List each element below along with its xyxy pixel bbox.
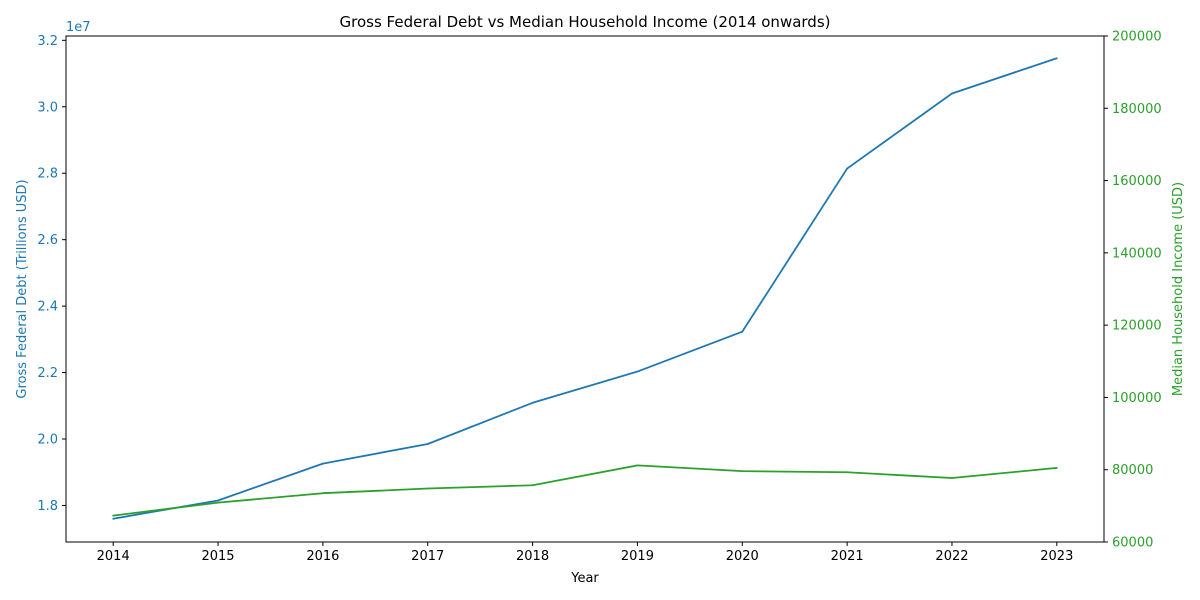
debt-data-point — [321, 462, 324, 465]
x-tick-label: 2014 — [97, 549, 130, 564]
debt-data-point — [531, 401, 534, 404]
y-left-axis-label: Gross Federal Debt (Trillions USD) — [15, 179, 30, 398]
plot-background — [66, 36, 1104, 542]
x-axis-label: Year — [570, 571, 599, 586]
y-right-tick-label: 60000 — [1112, 536, 1153, 551]
y-left-tick-label: 1.8 — [37, 499, 58, 514]
debt-data-point — [112, 517, 115, 520]
debt-data-point — [1055, 57, 1058, 60]
y-right-tick-label: 160000 — [1112, 174, 1162, 189]
y-left-tick-label: 2.6 — [37, 233, 58, 248]
income-data-point — [112, 514, 115, 517]
y-right-tick-label: 140000 — [1112, 246, 1162, 261]
debt-data-point — [846, 167, 849, 170]
y-left-axis-ticks: 1.8 2.0 2.2 2.4 2.6 2.8 3.0 3.2 — [37, 34, 66, 514]
y-left-tick-label: 2.2 — [37, 366, 58, 381]
x-tick-label: 2021 — [831, 549, 864, 564]
y-right-tick-label: 120000 — [1112, 319, 1162, 334]
y-right-tick-label: 80000 — [1112, 463, 1153, 478]
gross-federal-debt-line — [113, 57, 1058, 520]
y-right-axis-ticks: 60000 80000 100000 120000 140000 160000 180000… — [1104, 30, 1162, 551]
plot-frame — [65, 35, 1105, 543]
y-left-tick-label: 2.8 — [37, 167, 58, 182]
debt-data-point — [636, 370, 639, 373]
income-data-point — [741, 470, 744, 473]
x-axis-ticks: 2014 2015 2016 2017 2018 2019 2020 2021 2022 2023 — [97, 542, 1073, 564]
income-data-point — [321, 492, 324, 495]
debt-data-point — [426, 443, 429, 445]
income-data-point — [951, 477, 953, 479]
y-right-tick-label: 180000 — [1112, 102, 1162, 117]
income-data-point — [1055, 467, 1058, 469]
income-data-point — [636, 464, 639, 467]
x-tick-label: 2018 — [516, 549, 549, 564]
income-data-point — [217, 501, 219, 504]
x-tick-label: 2017 — [411, 549, 444, 564]
debt-data-point — [217, 499, 219, 502]
x-tick-label: 2020 — [726, 549, 759, 564]
debt-data-point — [741, 330, 744, 333]
income-data-point — [846, 471, 849, 474]
x-tick-label: 2016 — [306, 549, 339, 564]
x-tick-label: 2023 — [1040, 549, 1073, 564]
series-lines — [112, 57, 1058, 520]
y-left-tick-label: 3.0 — [37, 100, 58, 115]
y-left-offset-text: 1e7 — [66, 20, 91, 35]
y-left-tick-label: 2.0 — [37, 433, 58, 448]
median-household-income-line — [113, 464, 1057, 517]
debt-data-point — [951, 92, 953, 95]
y-right-axis-label: Median Household Income (USD) — [1171, 182, 1186, 396]
x-tick-label: 2019 — [621, 549, 654, 564]
chart-title: Gross Federal Debt vs Median Household I… — [340, 13, 831, 31]
y-left-tick-label: 2.4 — [37, 300, 58, 315]
x-tick-label: 2015 — [201, 549, 234, 564]
y-right-tick-label: 200000 — [1112, 30, 1162, 45]
income-data-point — [531, 484, 534, 487]
y-left-tick-label: 3.2 — [37, 34, 58, 49]
income-data-point — [426, 487, 429, 490]
x-tick-label: 2022 — [935, 549, 968, 564]
y-right-tick-label: 100000 — [1112, 391, 1162, 406]
